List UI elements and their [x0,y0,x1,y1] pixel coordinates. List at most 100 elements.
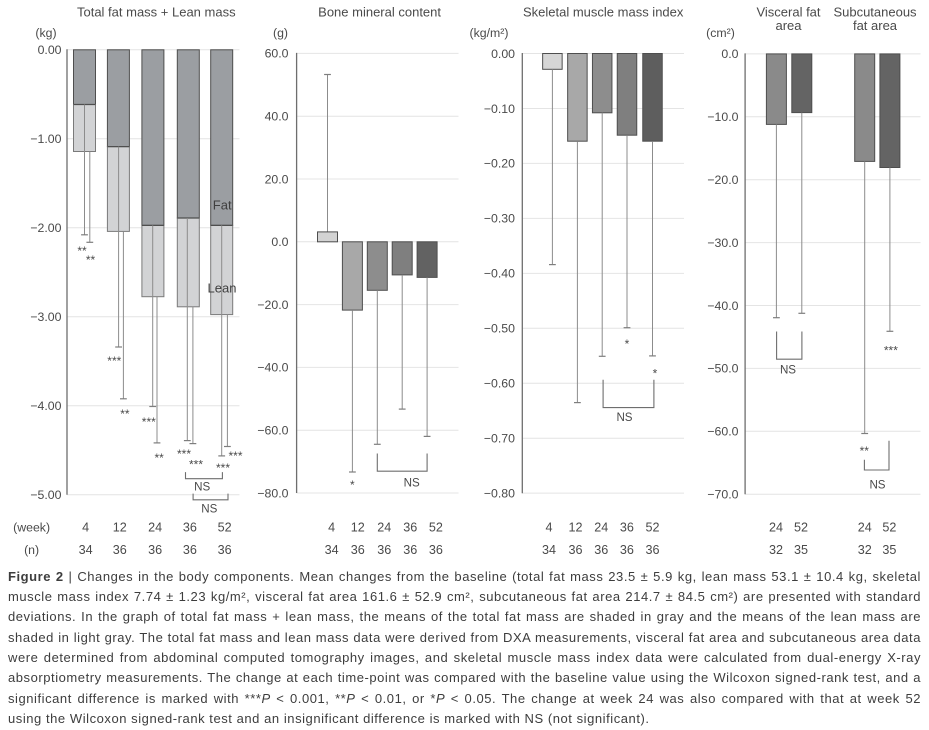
svg-text:**: ** [86,253,96,267]
svg-text:Fat: Fat [213,198,232,213]
svg-text:(week): (week) [13,521,50,535]
svg-text:−50.0: −50.0 [707,362,738,376]
svg-text:(g): (g) [273,26,288,40]
svg-text:0.00: 0.00 [491,47,515,61]
svg-text:NS: NS [201,503,217,516]
svg-text:(kg/m²): (kg/m²) [470,26,509,40]
svg-text:−80.0: −80.0 [257,486,288,500]
svg-text:36: 36 [620,521,634,535]
svg-text:35: 35 [794,543,808,557]
svg-text:4: 4 [545,521,552,535]
svg-text:36: 36 [594,543,608,557]
svg-text:36: 36 [183,521,197,535]
svg-text:−5.00: −5.00 [30,488,61,502]
svg-text:−0.20: −0.20 [484,157,515,171]
svg-text:−2.00: −2.00 [30,221,61,235]
svg-text:32: 32 [769,543,783,557]
svg-text:−4.00: −4.00 [30,399,61,413]
svg-text:***: *** [142,415,156,429]
svg-text:−40.0: −40.0 [707,299,738,313]
svg-text:(cm²): (cm²) [706,26,735,40]
svg-text:*: * [625,337,630,351]
svg-text:−20.0: −20.0 [707,173,738,187]
svg-text:12: 12 [351,521,365,535]
svg-text:NS: NS [616,411,632,424]
svg-text:34: 34 [542,543,556,557]
svg-text:34: 34 [79,543,93,557]
svg-text:0.0: 0.0 [721,47,738,61]
svg-text:NS: NS [780,364,796,377]
svg-text:NS: NS [194,480,210,493]
svg-text:20.0: 20.0 [265,172,289,186]
svg-text:52: 52 [429,521,443,535]
svg-text:**: ** [77,244,87,258]
svg-text:***: *** [107,354,121,368]
svg-text:36: 36 [568,543,582,557]
svg-text:52: 52 [218,521,232,535]
svg-text:36: 36 [645,543,659,557]
svg-text:Subcutaneous: Subcutaneous [833,5,917,20]
svg-text:−60.0: −60.0 [257,424,288,438]
svg-text:24: 24 [858,521,872,535]
svg-text:***: *** [177,447,191,461]
svg-text:40.0: 40.0 [265,110,289,124]
svg-text:−20.0: −20.0 [257,298,288,312]
svg-text:−0.80: −0.80 [484,486,515,500]
svg-text:52: 52 [794,521,808,535]
svg-text:***: *** [189,458,203,472]
svg-text:−1.00: −1.00 [30,132,61,146]
svg-text:−0.70: −0.70 [484,432,515,446]
svg-text:area: area [775,18,802,33]
svg-text:**: ** [860,444,870,458]
svg-text:−3.00: −3.00 [30,310,61,324]
svg-text:NS: NS [404,477,420,490]
svg-text:60.0: 60.0 [265,47,289,61]
svg-text:*: * [350,478,355,492]
svg-text:24: 24 [594,521,608,535]
svg-text:24: 24 [148,521,162,535]
svg-text:Visceral fat: Visceral fat [756,5,820,20]
svg-text:Lean: Lean [208,281,237,296]
svg-text:−60.0: −60.0 [707,425,738,439]
svg-text:−40.0: −40.0 [257,361,288,375]
svg-text:36: 36 [218,543,232,557]
svg-text:36: 36 [429,543,443,557]
svg-text:−30.0: −30.0 [707,236,738,250]
svg-text:−0.60: −0.60 [484,377,515,391]
svg-text:−0.50: −0.50 [484,322,515,336]
svg-text:(kg): (kg) [35,26,56,40]
svg-text:0.00: 0.00 [38,43,62,57]
svg-text:***: *** [228,449,242,463]
svg-text:Bone mineral content: Bone mineral content [318,5,441,20]
svg-text:−0.10: −0.10 [484,102,515,116]
svg-text:Skeletal muscle mass index: Skeletal muscle mass index [523,5,684,20]
svg-text:(n): (n) [24,543,39,557]
svg-text:12: 12 [113,521,127,535]
svg-text:36: 36 [113,543,127,557]
svg-text:Total fat mass + Lean mass: Total fat mass + Lean mass [77,5,236,20]
svg-text:−0.30: −0.30 [484,212,515,226]
svg-text:**: ** [155,451,165,465]
svg-text:NS: NS [869,479,885,492]
svg-text:52: 52 [645,521,659,535]
svg-text:52: 52 [882,521,896,535]
svg-text:−10.0: −10.0 [707,110,738,124]
svg-text:4: 4 [328,521,335,535]
svg-text:***: *** [216,461,230,475]
svg-text:fat area: fat area [853,18,898,33]
svg-text:36: 36 [403,543,417,557]
svg-text:*: * [653,367,658,381]
svg-text:24: 24 [769,521,783,535]
svg-text:**: ** [120,407,130,421]
svg-text:***: *** [884,343,898,357]
svg-text:36: 36 [620,543,634,557]
svg-text:12: 12 [568,521,582,535]
svg-text:36: 36 [183,543,197,557]
svg-text:36: 36 [351,543,365,557]
svg-text:−70.0: −70.0 [707,488,738,502]
svg-text:4: 4 [82,521,89,535]
svg-text:−0.40: −0.40 [484,267,515,281]
svg-text:36: 36 [403,521,417,535]
svg-text:36: 36 [377,543,391,557]
svg-text:36: 36 [148,543,162,557]
